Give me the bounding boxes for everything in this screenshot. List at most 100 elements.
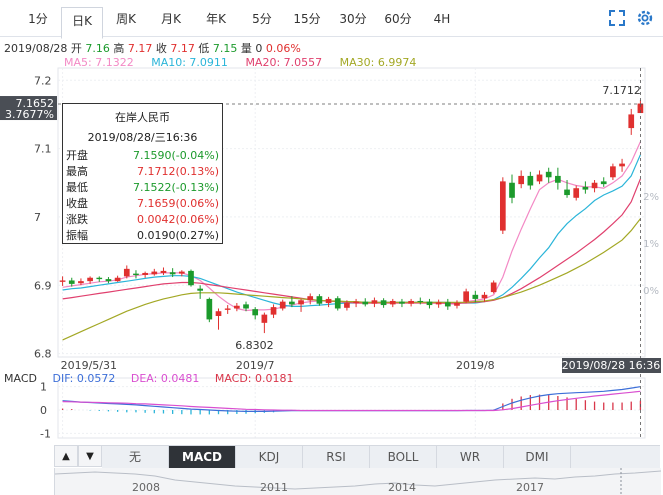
macd-tick-label: 0 <box>40 404 47 417</box>
candle-body <box>87 277 93 282</box>
tooltip-row-label: 振幅 <box>66 229 88 242</box>
range-navigator[interactable]: 2008 2011 2014 2017 <box>54 468 661 495</box>
info-high-label: 高 <box>113 42 125 55</box>
candle-body <box>215 311 222 316</box>
candle-body <box>509 182 515 198</box>
indicator-tab-kdj[interactable]: KDJ <box>236 446 303 468</box>
ma-legend: MA5: 7.1322 MA10: 7.0911 MA20: 7.0557 MA… <box>64 56 430 69</box>
crosshair-percent: 3.7677% <box>5 108 54 121</box>
candle-body <box>499 181 506 231</box>
triangle-up-icon[interactable]: ▲ <box>54 445 78 467</box>
ohlc-info-line: 2019/08/28 开 7.16 高 7.17 收 7.17 低 7.15 量… <box>4 40 301 56</box>
price-tick-label: 6.8 <box>34 348 52 361</box>
triangle-down-icon[interactable]: ▼ <box>78 445 102 467</box>
candle-body <box>444 302 451 307</box>
tab-weekly-k[interactable]: 周K <box>116 12 136 26</box>
tab-30min[interactable]: 30分 <box>339 12 367 26</box>
info-open-label: 开 <box>70 42 82 55</box>
settings-icon[interactable] <box>634 7 656 29</box>
candle-body <box>142 272 148 275</box>
candle-body <box>325 298 332 304</box>
crosshair-date-box <box>562 358 661 373</box>
indicator-tab-wr[interactable]: WR <box>437 446 504 468</box>
candle-body <box>68 280 75 284</box>
candle-body <box>105 279 112 282</box>
candle-body <box>527 175 534 186</box>
candle-body <box>490 282 497 293</box>
candle-body <box>555 175 561 183</box>
candle-body <box>408 300 414 304</box>
indicator-tab-none[interactable]: 无 <box>102 446 169 468</box>
navigator-label-2008: 2008 <box>132 481 160 494</box>
tab-4h[interactable]: 4H <box>433 12 451 26</box>
tooltip-row-label: 收盘 <box>66 197 88 210</box>
crosshair-datetime: 2019/08/28 16:36 <box>562 359 661 372</box>
candle-body <box>59 280 66 282</box>
candle-body <box>454 303 460 306</box>
ma5-label: MA5: 7.1322 <box>64 56 134 69</box>
candle-body <box>564 189 570 196</box>
ohlc-tooltip: 在岸人民币 2019/08/28/三16:36 开盘 7.1590(-0.04%)… <box>62 103 223 244</box>
candle-body <box>96 277 103 280</box>
candle-body <box>78 281 84 284</box>
candle-body <box>591 182 598 189</box>
crosshair-price-box <box>0 96 57 121</box>
info-vol-label: 量 <box>240 42 252 55</box>
price-tick-label: 6.9 <box>34 279 52 292</box>
candlestick-chart[interactable]: 7.27.176.96.8 2%1%0% 2019/5/31 2019/7 2019… <box>0 0 663 445</box>
candle-body <box>279 301 286 309</box>
date-tick-label: 2019/5/31 <box>61 359 117 372</box>
tooltip-row-label: 涨跌 <box>66 213 88 226</box>
macd-title: MACD <box>4 372 37 385</box>
candle-body <box>417 300 424 302</box>
candle-body <box>188 270 194 286</box>
candle-body <box>399 301 405 304</box>
percent-tick-label: 0% <box>643 286 659 297</box>
tooltip-datetime: 2019/08/28/三16:36 <box>87 131 198 144</box>
price-tick-label: 7.2 <box>34 74 52 87</box>
candle-body <box>270 307 277 315</box>
candle-body <box>536 174 543 182</box>
tooltip-row: 收盘 7.1659(0.06%) <box>63 196 222 212</box>
candle-body <box>252 309 259 316</box>
tooltip-row-value: 0.0042(0.06%) <box>136 213 219 226</box>
tooltip-row-value: 7.1522(-0.13%) <box>133 181 219 194</box>
candle-body <box>619 163 625 167</box>
tab-yearly-k[interactable]: 年K <box>206 12 226 26</box>
indicator-tab-macd[interactable]: MACD <box>169 446 236 468</box>
tab-15min[interactable]: 15分 <box>293 12 321 26</box>
tooltip-title: 在岸人民币 <box>115 111 170 124</box>
candle-body <box>307 296 314 301</box>
tab-1min[interactable]: 1分 <box>28 12 48 26</box>
indicator-tab-boll[interactable]: BOLL <box>370 446 437 468</box>
candle-body <box>123 268 130 277</box>
tab-monthly-k[interactable]: 月K <box>161 12 181 26</box>
ma10-label: MA10: 7.0911 <box>151 56 228 69</box>
tooltip-row: 开盘 7.1590(-0.04%) <box>63 148 222 164</box>
tooltip-row-label: 最低 <box>66 181 88 194</box>
info-date: 2019/08/28 <box>4 42 68 55</box>
tab-60min[interactable]: 60分 <box>384 12 412 26</box>
info-vol: 0 <box>255 42 263 55</box>
macd-panel: 1 0 -1 <box>40 377 646 440</box>
navigator-label-2014: 2014 <box>388 481 416 494</box>
tab-5min[interactable]: 5分 <box>252 12 272 26</box>
indicator-tab-bar: 无 MACD KDJ RSI BOLL WR DMI <box>102 445 660 469</box>
candle-body <box>628 114 635 129</box>
macd-dea: DEA: 0.0481 <box>130 372 200 385</box>
candle-body <box>160 270 167 273</box>
indicator-tab-rsi[interactable]: RSI <box>303 446 370 468</box>
indicator-tab-dmi[interactable]: DMI <box>504 446 571 468</box>
candle-body <box>197 288 204 291</box>
candle-body <box>344 303 350 308</box>
date-axis: 2019/5/31 2019/7 2019/8 <box>61 359 495 372</box>
macd-tick-label: 1 <box>40 381 47 394</box>
macd-dif: DIF: 0.0572 <box>52 372 116 385</box>
price-tick-label: 7.1 <box>34 143 52 156</box>
fullscreen-icon[interactable] <box>606 7 628 29</box>
navigator-label-2011: 2011 <box>260 481 288 494</box>
tab-daily-k[interactable]: 日K <box>61 7 103 39</box>
info-low: 7.15 <box>212 42 238 55</box>
macd-legend: MACD DIF: 0.0572 DEA: 0.0481 MACD: 0.018… <box>4 372 306 385</box>
